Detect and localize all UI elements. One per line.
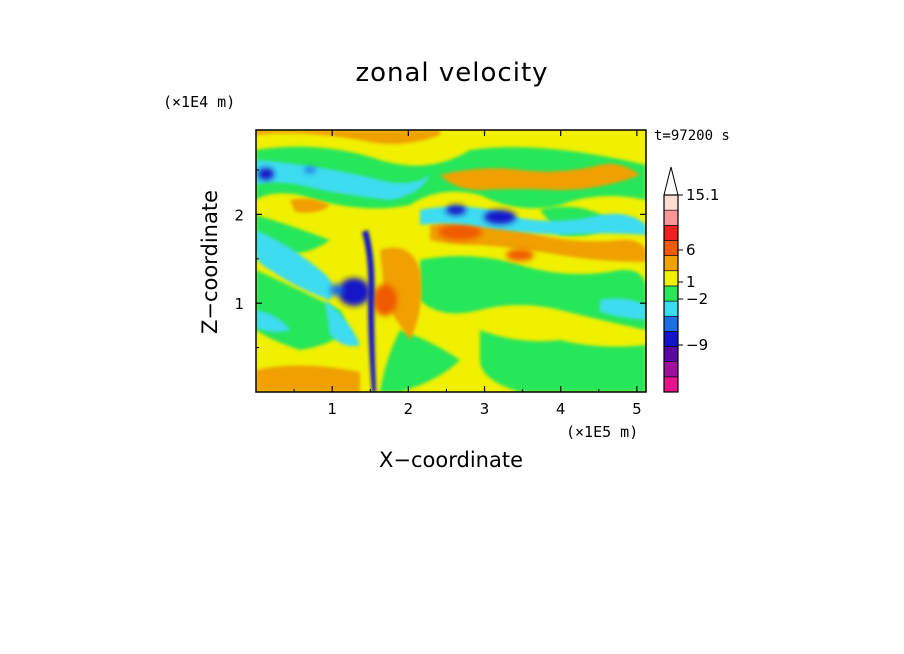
colorbar-label: 1 bbox=[686, 273, 696, 291]
colorbar-frame bbox=[663, 194, 679, 393]
colorbar-label: −9 bbox=[686, 336, 708, 354]
colorbar: 15.1 6 1−2 −9 bbox=[663, 166, 719, 393]
colorbar-segment bbox=[663, 300, 679, 317]
time-label: t=97200 s bbox=[654, 128, 730, 144]
x-unit-label: (×1E5 m) bbox=[566, 423, 639, 441]
colorbar-segment bbox=[663, 285, 679, 302]
colorbar-extend-arrow bbox=[663, 166, 679, 196]
colorbar-segment bbox=[663, 270, 679, 287]
y-ticks: 12 bbox=[234, 169, 646, 349]
x-tick-label: 1 bbox=[327, 400, 337, 418]
colorbar-label: 15.1 bbox=[686, 186, 719, 204]
plot-frame bbox=[255, 129, 647, 393]
colorbar-segment bbox=[663, 315, 679, 332]
colorbar-segment bbox=[663, 209, 679, 226]
colorbar-label: 6 bbox=[686, 241, 696, 259]
y-unit-label: (×1E4 m) bbox=[163, 93, 236, 111]
y-tick-label: 1 bbox=[234, 295, 244, 313]
colorbar-segment bbox=[663, 331, 679, 347]
colorbar-segment bbox=[663, 255, 679, 272]
colorbar-segment bbox=[663, 376, 679, 393]
colorbar-segment bbox=[663, 194, 679, 211]
colorbar-segment bbox=[663, 361, 679, 378]
x-axis-label: X−coordinate bbox=[379, 448, 523, 472]
contour-field bbox=[256, 130, 646, 392]
x-tick-label: 4 bbox=[556, 400, 566, 418]
colorbar-segment bbox=[663, 346, 679, 362]
colorbar-segment bbox=[663, 225, 679, 241]
chart-title: zonal velocity bbox=[355, 58, 549, 88]
x-ticks: 1 2 3 4 5 bbox=[293, 130, 642, 418]
x-tick-label: 3 bbox=[480, 400, 490, 418]
colorbar-label: −2 bbox=[686, 290, 708, 308]
colorbar-segment bbox=[663, 240, 679, 256]
x-tick-label: 5 bbox=[632, 400, 642, 418]
x-tick-label: 2 bbox=[404, 400, 414, 418]
y-tick-label: 2 bbox=[234, 206, 244, 224]
